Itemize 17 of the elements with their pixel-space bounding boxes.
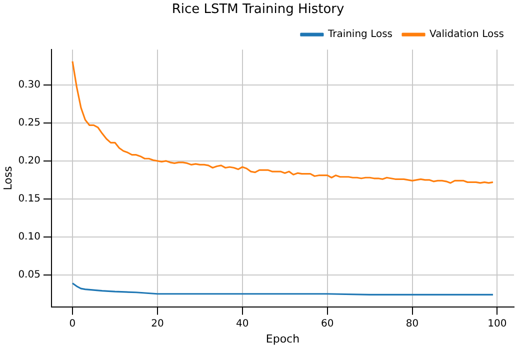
- legend-label: Training Loss: [326, 29, 393, 40]
- x-tick-label: 60: [320, 318, 334, 330]
- x-tick-label: 0: [69, 318, 76, 330]
- y-tick-label: 0.30: [18, 80, 40, 91]
- y-tick-label: 0.25: [18, 118, 40, 129]
- x-tick-label: 100: [488, 318, 507, 330]
- x-axis-title: Epoch: [266, 332, 300, 346]
- y-tick-label: 0.05: [18, 269, 40, 280]
- x-tick-label: 40: [236, 318, 249, 330]
- y-tick-label: 0.10: [18, 231, 40, 242]
- y-tick-label: 0.15: [18, 194, 40, 204]
- y-axis-title: Loss: [1, 166, 14, 190]
- x-tick-label: 20: [151, 318, 164, 330]
- chart-title: Rice LSTM Training History: [172, 2, 344, 18]
- y-tick-label: 0.20: [18, 156, 40, 167]
- legend-label: Validation Loss: [430, 29, 504, 40]
- x-tick-label: 80: [406, 318, 419, 330]
